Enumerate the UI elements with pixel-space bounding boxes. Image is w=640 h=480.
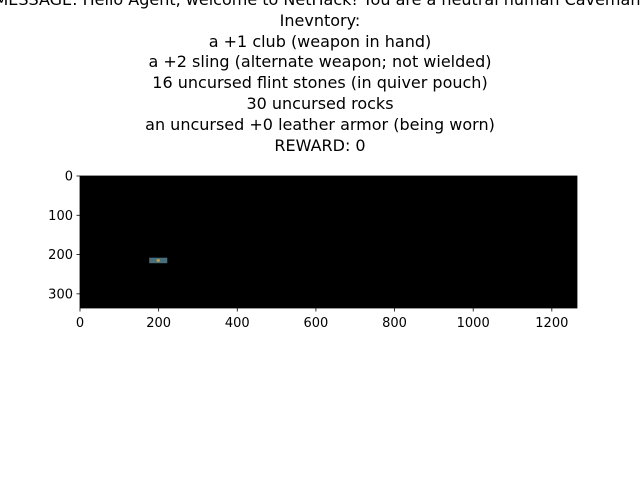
reward-display: REWARD: 0 xyxy=(274,135,366,155)
game-map-view xyxy=(80,176,577,308)
axes-frame xyxy=(79,175,578,309)
y-tick-label: 200 xyxy=(48,248,73,263)
y-axis-ticks: 0 100 200 300 xyxy=(48,170,80,302)
inventory-item-flint-stones: 16 uncursed flint stones (in quiver pouc… xyxy=(152,73,488,93)
x-tick-label: 0 xyxy=(76,316,84,331)
x-tick-label: 400 xyxy=(225,316,250,331)
x-tick-label: 200 xyxy=(146,316,171,331)
x-tick-label: 600 xyxy=(304,316,329,331)
inventory-header: Inevntory: xyxy=(279,10,361,30)
y-tick-label: 300 xyxy=(48,287,73,302)
x-tick-label: 1000 xyxy=(457,316,490,331)
x-tick-label: 800 xyxy=(382,316,407,331)
game-message: MESSAGE: Hello Agent, welcome to NetHack… xyxy=(0,0,640,11)
inventory-item-leather-armor: an uncursed +0 leather armor (being worn… xyxy=(145,114,495,134)
inventory-item-rocks: 30 uncursed rocks xyxy=(246,93,394,113)
player-sprite-accent xyxy=(156,259,160,262)
x-axis-ticks: 0 200 400 600 800 1000 1200 xyxy=(76,308,568,331)
y-tick-label: 100 xyxy=(48,209,73,224)
y-tick-label: 0 xyxy=(65,170,73,185)
player-character-sprite xyxy=(149,257,168,264)
figure-title: MESSAGE: Hello Agent, welcome to NetHack… xyxy=(0,0,640,156)
x-tick-label: 1200 xyxy=(535,316,568,331)
inventory-item-sling: a +2 sling (alternate weapon; not wielde… xyxy=(148,52,492,72)
inventory-item-club: a +1 club (weapon in hand) xyxy=(208,31,432,51)
